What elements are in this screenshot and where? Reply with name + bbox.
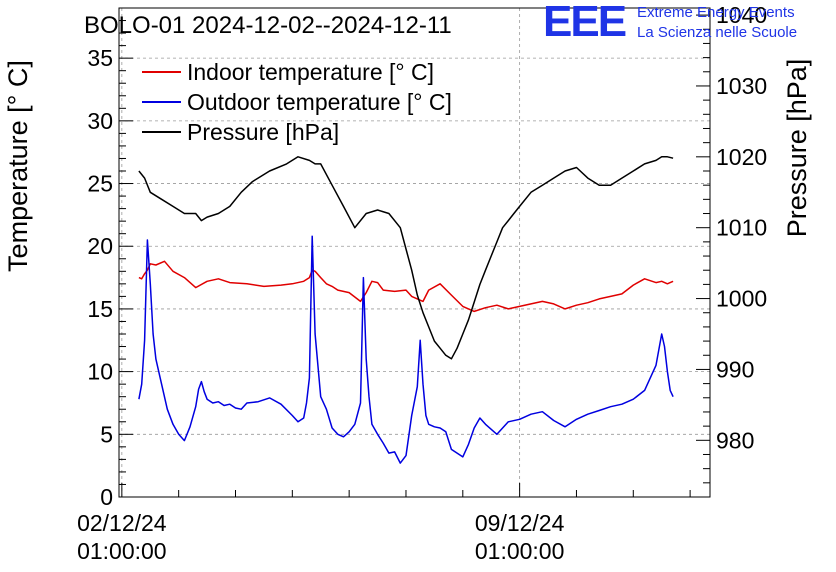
series-line-pressure	[138, 156, 674, 360]
logo-line-1: Extreme Energy Events	[637, 4, 795, 21]
legend-label-indoor: Indoor temperature [° C]	[187, 59, 434, 85]
plot-frame	[118, 7, 711, 498]
eee-logo: EEE Extreme Energy Events La Scienza nel…	[543, 0, 833, 46]
y-tick-label: 20	[87, 233, 113, 259]
legend-label-pressure: Pressure [hPa]	[187, 119, 339, 145]
logo-line-2: La Scienza nelle Scuole	[637, 24, 798, 41]
legend: Indoor temperature [° C] Outdoor tempera…	[142, 59, 452, 145]
y-tick-label: 35	[87, 45, 113, 71]
chart-title: BOLO-01 2024-12-02--2024-12-11	[84, 12, 452, 39]
x-tick-label-date: 09/12/24	[475, 510, 565, 536]
y2-tick-label: 1040	[716, 2, 767, 28]
y2-tick-label: 1010	[716, 215, 767, 241]
eee-logo-mark: EEE	[543, 0, 627, 46]
y-tick-label: 5	[100, 421, 113, 447]
y-tick-label: 30	[87, 108, 113, 134]
y2-tick-label: 1030	[716, 73, 767, 99]
legend-label-outdoor: Outdoor temperature [° C]	[187, 89, 452, 115]
y-tick-label: 15	[87, 296, 113, 322]
x-tick-label-date: 02/12/24	[77, 510, 167, 536]
y-tick-label: 25	[87, 171, 113, 197]
x-tick-label-time: 01:00:00	[475, 538, 565, 564]
y-tick-label: 0	[100, 484, 113, 510]
y2-tick-label: 990	[716, 356, 754, 382]
series-line-indoor	[138, 260, 674, 313]
series-line-outdoor	[138, 235, 674, 464]
x-tick-label-time: 01:00:00	[77, 538, 167, 564]
axes: 0 5 10 15 20 25 30 35 980 990 1000 1010 1020 1030 1040…	[77, 2, 767, 564]
y2-axis-label: Pressure [hPa]	[782, 59, 812, 238]
grid-lines	[119, 8, 710, 497]
y2-tick-label: 980	[716, 427, 754, 453]
y-tick-label: 10	[87, 359, 113, 385]
series-layer	[138, 156, 674, 464]
y2-tick-label: 1000	[716, 286, 767, 312]
y2-tick-label: 1020	[716, 144, 767, 170]
y-axis-label: Temperature [° C]	[3, 60, 33, 272]
